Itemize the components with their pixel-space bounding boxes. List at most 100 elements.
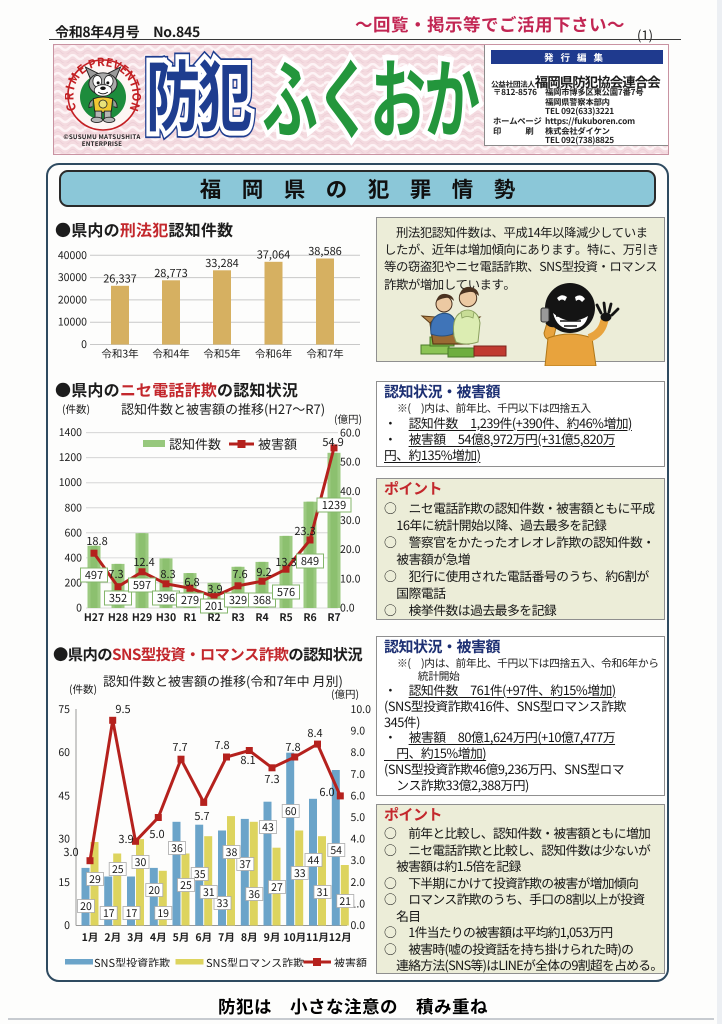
svg-text:27: 27 [271,880,283,895]
svg-text:33: 33 [217,896,229,911]
svg-text:396: 396 [157,590,175,606]
svg-text:2.0: 2.0 [351,875,366,890]
svg-text:36: 36 [171,841,183,856]
svg-text:0: 0 [64,918,70,933]
svg-text:R7: R7 [327,610,340,625]
svg-text:352: 352 [109,590,127,606]
svg-text:37,064: 37,064 [257,246,291,262]
svg-text:25: 25 [180,878,192,893]
svg-text:9.5: 9.5 [115,701,130,717]
svg-text:9月: 9月 [264,930,281,945]
svg-text:60.0: 60.0 [340,426,361,441]
svg-text:2月: 2月 [104,930,121,945]
svg-text:54: 54 [330,843,342,858]
svg-text:20: 20 [148,883,160,898]
svg-text:38,586: 38,586 [308,243,342,259]
svg-text:R2: R2 [207,610,220,625]
svg-text:400: 400 [65,550,83,565]
svg-text:5.0: 5.0 [149,826,164,842]
svg-text:9.2: 9.2 [256,564,271,580]
svg-text:3.0: 3.0 [351,853,366,868]
svg-text:8.1: 8.1 [240,752,255,768]
svg-text:1月: 1月 [82,930,99,945]
svg-text:849: 849 [301,553,319,569]
svg-text:R5: R5 [279,610,292,625]
svg-text:5月: 5月 [173,930,190,945]
svg-text:被害額: 被害額 [258,434,297,453]
svg-text:0.0: 0.0 [351,918,366,933]
svg-text:368: 368 [253,592,271,608]
svg-text:8.4: 8.4 [307,725,322,741]
svg-text:3.0: 3.0 [63,844,78,860]
svg-text:(件数): (件数) [62,402,90,417]
svg-text:17: 17 [103,906,115,921]
svg-text:31: 31 [317,885,329,900]
svg-text:認知件数と被害額の推移(H27～R7): 認知件数と被害額の推移(H27～R7) [121,399,325,418]
svg-text:令和7年: 令和7年 [306,347,344,362]
svg-text:18.8: 18.8 [86,533,107,549]
svg-text:20000: 20000 [58,292,87,307]
svg-text:1200: 1200 [59,450,82,465]
svg-text:8.0: 8.0 [351,745,366,760]
svg-text:H28: H28 [108,610,128,625]
svg-text:600: 600 [65,525,83,540]
svg-text:H29: H29 [132,610,152,625]
svg-text:認知件数と被害額の推移(令和7年中 月別): 認知件数と被害額の推移(令和7年中 月別) [103,671,343,690]
svg-text:(億円): (億円) [334,412,362,427]
svg-text:令和5年: 令和5年 [203,347,241,362]
svg-text:279: 279 [181,592,199,608]
svg-text:26,337: 26,337 [103,270,137,286]
svg-text:H30: H30 [156,610,176,625]
svg-text:60: 60 [285,804,297,819]
svg-text:7.0: 7.0 [351,767,366,782]
svg-text:329: 329 [229,592,247,608]
svg-text:31: 31 [203,885,215,900]
svg-text:10.0: 10.0 [340,571,361,586]
svg-text:7.6: 7.6 [232,566,247,582]
svg-text:17: 17 [126,906,138,921]
svg-text:R4: R4 [255,610,268,625]
svg-text:3月: 3月 [127,930,144,945]
svg-text:8月: 8月 [241,930,258,945]
svg-text:7.8: 7.8 [285,739,300,755]
svg-text:令和4年: 令和4年 [152,347,190,362]
svg-text:43: 43 [262,820,274,835]
svg-text:10000: 10000 [58,315,87,330]
svg-text:28,773: 28,773 [154,265,188,281]
svg-text:4.0: 4.0 [351,832,366,847]
svg-text:7.7: 7.7 [172,739,187,755]
svg-text:40000: 40000 [58,248,87,263]
svg-text:12月: 12月 [329,930,352,945]
svg-text:20: 20 [80,899,92,914]
svg-text:8.3: 8.3 [160,566,175,582]
svg-text:13.3: 13.3 [275,554,296,570]
svg-text:7.3: 7.3 [108,566,123,582]
svg-text:30: 30 [58,832,70,847]
svg-text:1400: 1400 [59,425,82,440]
svg-text:30000: 30000 [58,270,87,285]
svg-text:21: 21 [339,894,351,909]
svg-text:40.0: 40.0 [340,484,361,499]
svg-text:200: 200 [65,575,83,590]
svg-text:12.4: 12.4 [133,554,154,570]
svg-text:R6: R6 [303,610,316,625]
svg-text:0: 0 [76,601,82,616]
svg-text:45: 45 [58,788,70,803]
svg-text:60: 60 [58,745,70,760]
svg-text:10.0: 10.0 [351,702,372,717]
svg-text:(件数): (件数) [69,682,97,697]
svg-text:25: 25 [112,862,124,877]
svg-text:597: 597 [133,577,151,593]
svg-text:19: 19 [157,906,169,921]
svg-text:1239: 1239 [322,497,346,513]
svg-text:SNS型ロマンス詐欺: SNS型ロマンス詐欺 [206,955,304,967]
svg-text:15: 15 [58,875,70,890]
svg-text:被害額: 被害額 [334,955,367,967]
svg-text:75: 75 [58,702,70,717]
svg-text:0.0: 0.0 [340,601,355,616]
svg-text:33,284: 33,284 [205,255,239,271]
svg-text:38: 38 [226,845,238,860]
svg-text:497: 497 [85,567,103,583]
svg-text:29: 29 [89,872,101,887]
svg-text:54.9: 54.9 [322,434,343,450]
